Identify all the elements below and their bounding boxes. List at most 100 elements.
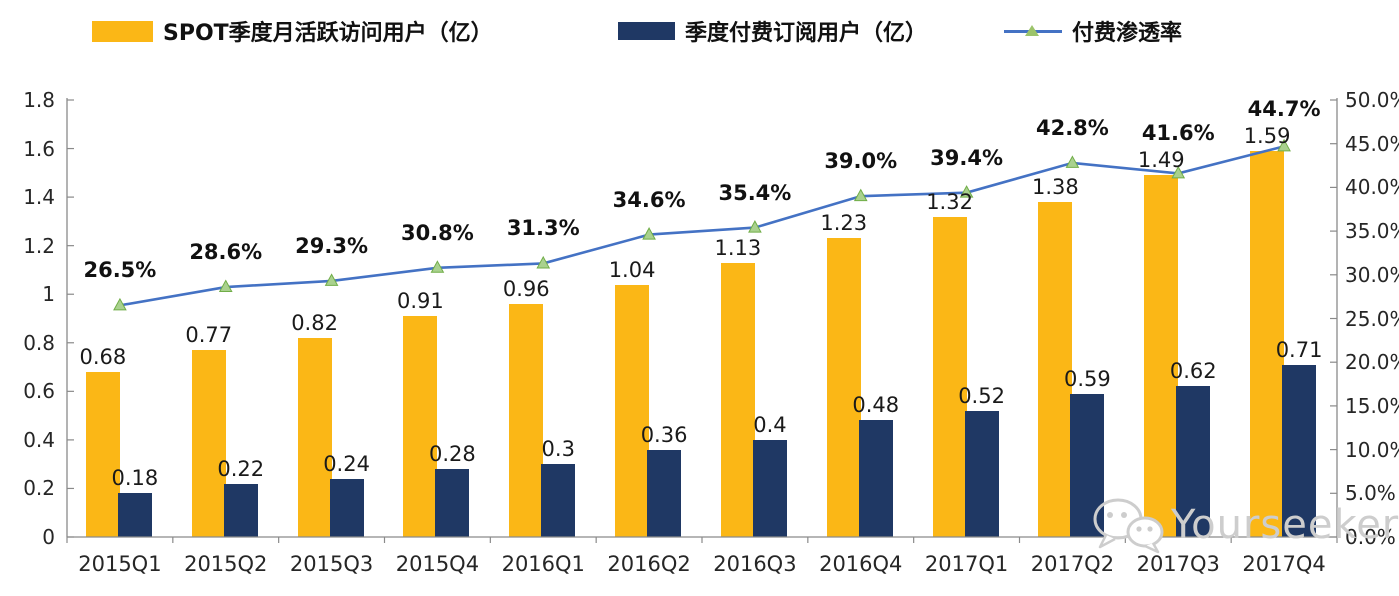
bar-mau-2016Q2 <box>615 284 650 537</box>
right-axis-tick-label: 45.0% <box>1345 131 1399 156</box>
left-axis-tick-label: 1.2 <box>23 233 55 258</box>
bar-subscribers-2017Q3 <box>1176 386 1211 537</box>
bar-label-mau: 1.32 <box>926 189 973 214</box>
bar-label-subscribers: 0.71 <box>1275 337 1323 362</box>
x-axis-category-label: 2017Q4 <box>1242 552 1326 576</box>
line-point-label-penetration: 44.7% <box>1247 96 1321 121</box>
penetration-line-marker <box>853 188 868 202</box>
penetration-line-marker <box>748 220 762 233</box>
bar-subscribers-2015Q1 <box>117 493 152 537</box>
bar-label-subscribers: 0.48 <box>852 393 900 418</box>
line-point-label-penetration: 29.3% <box>295 233 369 258</box>
bar-label-subscribers: 0.3 <box>541 437 575 462</box>
bar-mau-2015Q3 <box>297 337 332 537</box>
bar-label-subscribers: 0.36 <box>640 422 688 447</box>
penetration-line <box>119 145 1285 307</box>
penetration-line-marker <box>642 227 656 240</box>
legend-label-mau: SPOT季度月活跃访问用户（亿） <box>163 21 493 46</box>
x-axis-category-label: 2017Q3 <box>1136 552 1220 576</box>
bar-label-subscribers: 0.28 <box>429 442 476 467</box>
line-point-label-penetration: 28.6% <box>189 240 263 265</box>
bar-mau-2016Q4 <box>826 238 861 537</box>
left-axis-tick-label: 0.8 <box>23 330 55 355</box>
penetration-line-marker <box>536 255 551 269</box>
legend-swatch-mau <box>92 20 153 42</box>
legend-item-mau: SPOT季度月活跃访问用户（亿） <box>92 16 493 46</box>
bar-label-subscribers: 0.59 <box>1064 366 1111 391</box>
bar-label-mau: 0.91 <box>397 289 444 314</box>
bar-subscribers-2017Q1 <box>964 410 999 537</box>
line-point-label-penetration: 39.4% <box>930 145 1004 170</box>
right-axis-tick-label: 40.0% <box>1345 175 1399 200</box>
bar-label-subscribers: 0.4 <box>753 412 787 437</box>
penetration-line-marker <box>218 279 233 293</box>
bar-subscribers-2017Q4 <box>1282 364 1317 537</box>
line-point-label-penetration: 41.6% <box>1141 121 1215 146</box>
line-point-label-penetration: 26.5% <box>83 258 157 283</box>
left-axis-tick-label: 0.4 <box>23 427 55 452</box>
watermark-text: Yourseeker <box>1171 502 1399 548</box>
right-axis-tick-label: 20.0% <box>1345 350 1399 375</box>
legend-label-subscribers: 季度付费订阅用户（亿） <box>685 21 928 46</box>
right-axis-tick-label: 0.0% <box>1345 525 1396 549</box>
bar-mau-2015Q1 <box>85 371 120 537</box>
line-point-label-penetration: 31.3% <box>506 216 580 241</box>
bar-subscribers-2015Q4 <box>435 469 470 537</box>
penetration-line-marker <box>430 260 445 273</box>
wechat-icon <box>1093 498 1164 554</box>
bar-subscribers-2016Q1 <box>541 464 576 537</box>
line-point-label-penetration: 35.4% <box>718 180 792 205</box>
bar-label-mau: 1.59 <box>1243 123 1291 148</box>
watermark: Yourseeker <box>1091 496 1399 554</box>
bar-label-subscribers: 0.24 <box>323 451 370 476</box>
right-axis-tick-label: 5.0% <box>1345 481 1396 506</box>
bar-label-mau: 1.04 <box>608 257 656 282</box>
right-axis-tick-label: 10.0% <box>1345 437 1399 462</box>
line-point-label-penetration: 34.6% <box>612 187 686 212</box>
left-axis-tick-label: 1 <box>42 282 55 307</box>
bar-mau-2016Q3 <box>720 262 755 537</box>
bar-subscribers-2015Q2 <box>223 483 258 537</box>
legend-label-penetration: 付费渗透率 <box>1072 21 1183 46</box>
right-axis-tick-label: 15.0% <box>1345 393 1399 418</box>
bar-label-mau: 1.49 <box>1137 148 1185 173</box>
legend-line-marker-icon <box>1004 24 1062 38</box>
legend-item-subscribers: 季度付费订阅用户（亿） <box>618 16 927 46</box>
bar-label-subscribers: 0.62 <box>1169 359 1217 384</box>
right-axis-tick-label: 30.0% <box>1345 262 1399 287</box>
line-point-label-penetration: 30.8% <box>400 220 474 245</box>
x-axis-category-label: 2016Q1 <box>501 552 585 576</box>
bar-subscribers-2016Q4 <box>858 420 893 537</box>
bar-label-mau: 0.77 <box>185 323 233 348</box>
bar-subscribers-2016Q2 <box>647 449 682 537</box>
bar-label-mau: 1.23 <box>820 211 868 236</box>
bar-mau-2017Q3 <box>1144 175 1179 537</box>
x-axis-category-label: 2015Q2 <box>184 552 268 576</box>
bar-label-mau: 1.38 <box>1032 174 1079 199</box>
x-axis-category-label: 2016Q2 <box>607 552 691 576</box>
bar-label-mau: 0.68 <box>79 344 127 369</box>
bar-label-mau: 0.96 <box>502 276 550 301</box>
left-axis-tick-label: 1.4 <box>23 185 55 210</box>
right-axis-tick-label: 35.0% <box>1345 219 1399 244</box>
bar-mau-2017Q1 <box>932 216 967 537</box>
bar-mau-2015Q4 <box>403 316 438 537</box>
legend-item-penetration: 付费渗透率 <box>1004 16 1182 46</box>
x-axis-category-label: 2015Q4 <box>395 552 480 576</box>
left-axis-tick-label: 1.8 <box>23 88 55 112</box>
line-point-label-penetration: 39.0% <box>824 149 898 174</box>
bar-mau-2015Q2 <box>191 350 226 537</box>
bar-subscribers-2015Q3 <box>329 478 364 537</box>
x-axis-category-label: 2017Q1 <box>924 552 1009 576</box>
bar-label-subscribers: 0.52 <box>958 383 1005 408</box>
penetration-line-marker <box>324 273 339 286</box>
x-axis-category-label: 2015Q1 <box>78 552 162 576</box>
bar-label-mau: 0.82 <box>291 310 338 335</box>
bar-label-subscribers: 0.22 <box>217 456 265 481</box>
bar-mau-2016Q1 <box>509 303 544 537</box>
left-axis-tick-label: 0.6 <box>23 379 55 404</box>
x-axis-category-label: 2015Q3 <box>289 552 374 576</box>
bar-subscribers-2016Q3 <box>752 439 787 537</box>
line-point-label-penetration: 42.8% <box>1035 115 1109 140</box>
bar-label-subscribers: 0.18 <box>111 466 159 491</box>
